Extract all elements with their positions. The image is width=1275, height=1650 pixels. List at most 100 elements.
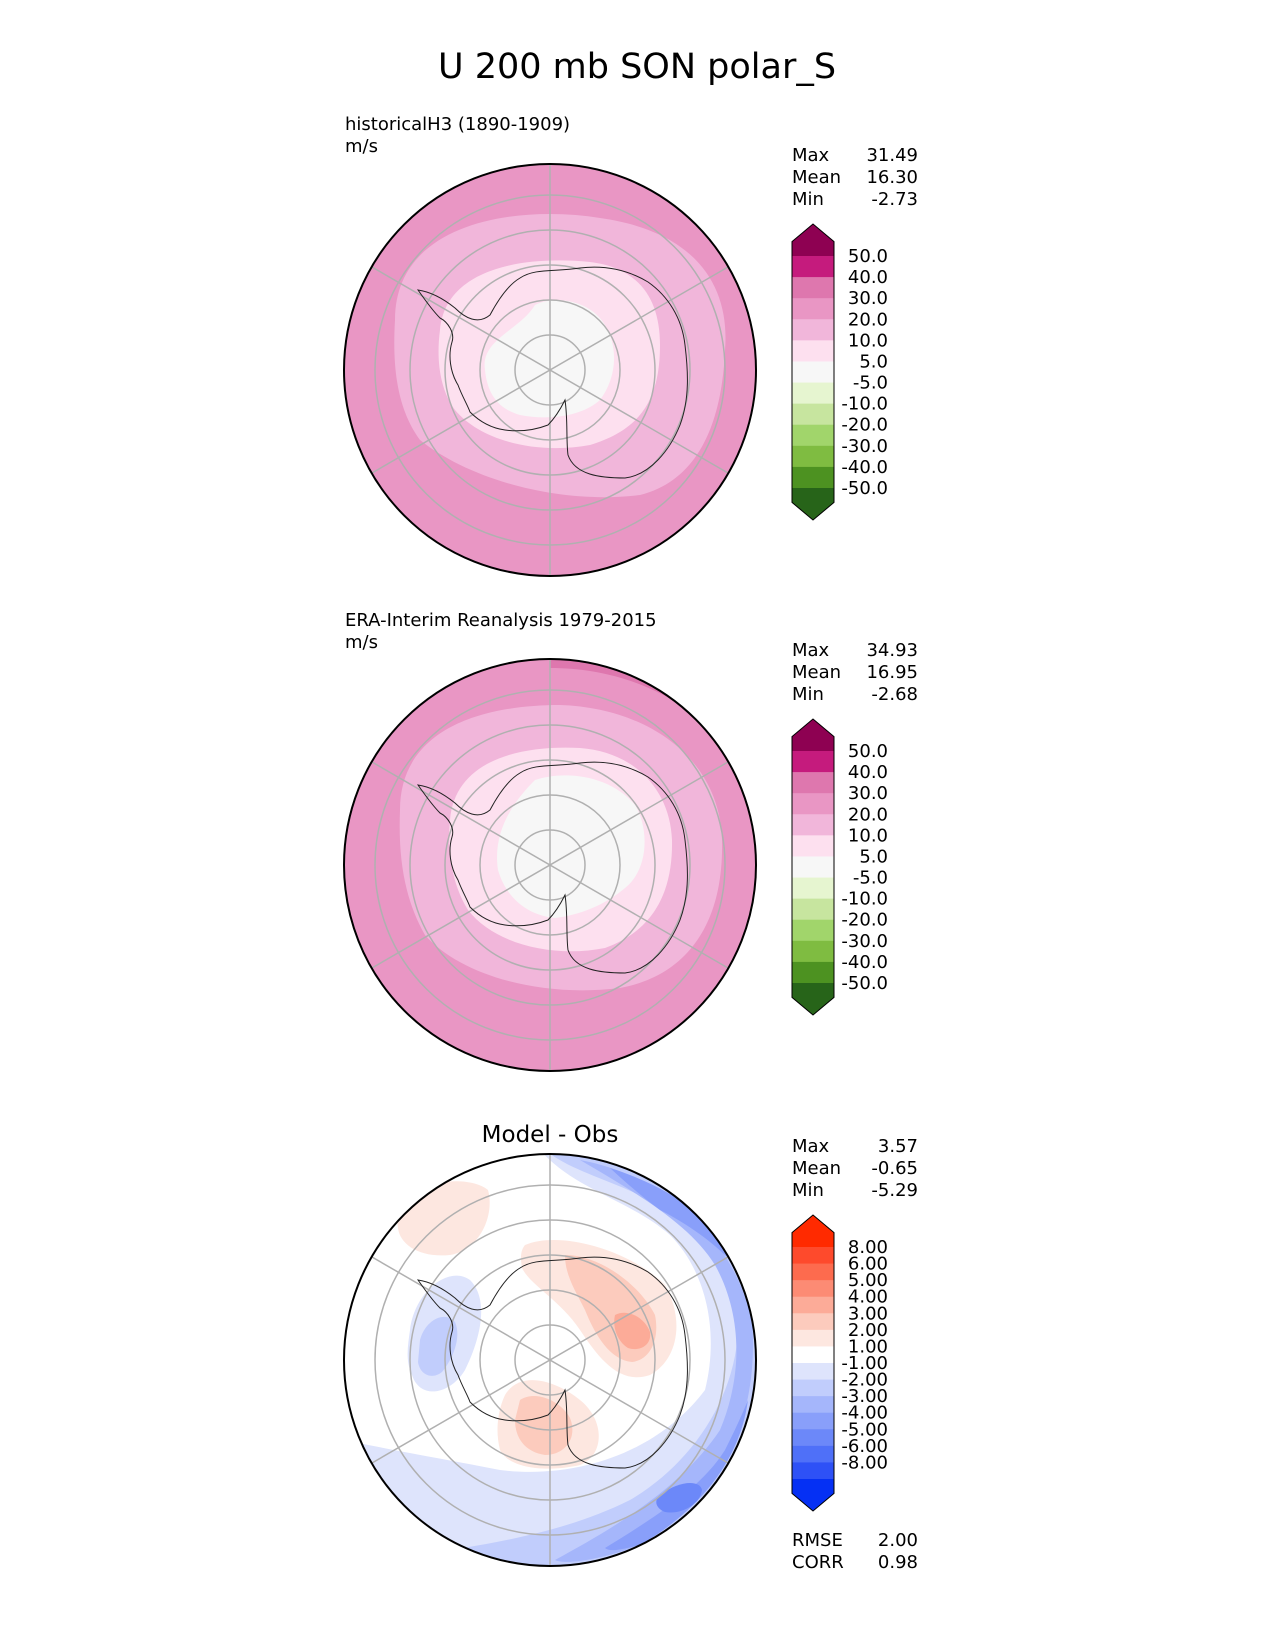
colorbar-tick-label: -20.0: [841, 415, 888, 436]
colorbar-tick-label: -30.0: [841, 931, 888, 952]
panel-obs-title: ERA-Interim Reanalysis 1979-2015: [345, 610, 657, 631]
colorbar-tick-label: -6.00: [841, 1436, 888, 1457]
colorbar-outline: [791, 223, 835, 521]
colorbar-swatch: [792, 1329, 834, 1348]
stat-min-value: -5.29: [871, 1180, 918, 1201]
colorbar-tick-label: 50.0: [848, 741, 888, 762]
stat-min-label: Min: [792, 1180, 824, 1201]
colorbar-swatch: [792, 898, 834, 921]
colorbar-extend-min: [792, 488, 834, 520]
colorbar-swatch: [792, 1379, 834, 1397]
panel-diff-title: Model - Obs: [482, 1122, 619, 1148]
panel-obs-frame: [343, 658, 757, 1072]
colorbar-tick-label: 10.0: [848, 330, 888, 351]
colorbar-swatch: [792, 1280, 834, 1298]
antarctica-coastline: [416, 266, 688, 479]
stat-max-label: Max: [792, 640, 830, 661]
colorbar-swatch: [792, 940, 834, 963]
panel-obs-colorbar: 50.040.030.020.010.05.0-5.0-10.0-20.0-30…: [791, 718, 888, 1016]
colorbar-swatch: [792, 319, 834, 341]
colorbar-tick-label: -50.0: [841, 973, 888, 994]
colorbar-outline: [791, 718, 835, 1016]
stat-mean-label: Mean: [792, 662, 841, 683]
metric-corr-value: 0.98: [878, 1552, 918, 1573]
stat-max-value: 3.57: [878, 1136, 918, 1157]
colorbar-tick-label: -20.0: [841, 910, 888, 931]
colorbar-swatch: [792, 298, 834, 320]
colorbar-swatch: [792, 919, 834, 942]
colorbar-tick-label: 10.0: [848, 825, 888, 846]
colorbar-swatch: [792, 445, 834, 468]
colorbar-outline: [791, 1214, 835, 1512]
colorbar-extend-min: [792, 1479, 834, 1511]
colorbar-tick-label: -1.00: [841, 1353, 888, 1374]
stat-mean-label: Mean: [792, 167, 841, 188]
colorbar-swatch: [792, 856, 834, 879]
colorbar-swatch: [792, 814, 834, 836]
colorbar-extend-max: [792, 1215, 834, 1247]
field-center-core: [497, 775, 645, 918]
field-neg-3: [555, 1160, 754, 1562]
stat-max-value: 31.49: [866, 145, 918, 166]
panel-diff-frame: [343, 1153, 757, 1567]
panel-obs: ERA-Interim Reanalysis 1979-2015 m/s Max…: [343, 610, 918, 1072]
colorbar-extend-min: [792, 983, 834, 1015]
panel-obs-units: m/s: [345, 632, 378, 653]
panel-model: historicalH3 (1890-1909) m/s Max 31.49 M…: [343, 114, 918, 577]
colorbar-tick-label: 1.00: [848, 1336, 888, 1357]
colorbar-swatch: [792, 340, 834, 363]
colorbar-swatch: [792, 1296, 834, 1314]
colorbar-extend-max: [792, 224, 834, 256]
colorbar-tick-label: 5.00: [848, 1270, 888, 1291]
panel-obs-grid: [371, 659, 729, 1071]
colorbar-tick-label: 20.0: [848, 804, 888, 825]
colorbar-extend-max: [792, 719, 834, 751]
colorbar-tick-label: 2.00: [848, 1320, 888, 1341]
stat-mean-value: 16.95: [866, 662, 918, 683]
colorbar-swatch: [792, 1462, 834, 1480]
panel-diff: Model - Obs: [343, 1122, 918, 1573]
colorbar-tick-label: -30.0: [841, 436, 888, 457]
panel-model-units: m/s: [345, 136, 378, 157]
antarctica-coastline: [416, 761, 688, 974]
colorbar-swatch: [792, 1346, 834, 1364]
colorbar-swatch: [792, 1313, 834, 1331]
stat-mean-label: Mean: [792, 1158, 841, 1179]
colorbar-swatch: [792, 361, 834, 384]
panel-diff-stats: Max 3.57 Mean -0.65 Min -5.29: [792, 1136, 918, 1201]
colorbar-tick-label: 20.0: [848, 309, 888, 330]
panel-diff-grid: [371, 1154, 729, 1566]
colorbar-swatch: [792, 466, 834, 489]
panel-obs-stats: Max 34.93 Mean 16.95 Min -2.68: [792, 640, 918, 705]
colorbar-tick-label: 30.0: [848, 288, 888, 309]
colorbar-swatch: [792, 961, 834, 984]
metric-rmse-label: RMSE: [792, 1530, 843, 1551]
colorbar-tick-label: -10.0: [841, 889, 888, 910]
panel-model-frame: [343, 163, 757, 577]
panel-model-colorbar: 50.040.030.020.010.05.0-5.0-10.0-20.0-30…: [791, 223, 888, 521]
colorbar-swatch: [792, 277, 834, 299]
colorbar-swatch: [792, 403, 834, 426]
colorbar-tick-label: -50.0: [841, 478, 888, 499]
colorbar-swatch: [792, 382, 834, 405]
colorbar-tick-label: 5.0: [859, 351, 888, 372]
panel-model-title: historicalH3 (1890-1909): [345, 114, 570, 135]
colorbar-swatch: [792, 1263, 834, 1281]
colorbar-tick-label: 30.0: [848, 783, 888, 804]
metric-corr-label: CORR: [792, 1552, 844, 1573]
colorbar-swatch: [792, 772, 834, 794]
colorbar-tick-label: -3.00: [841, 1386, 888, 1407]
colorbar-tick-label: 5.0: [859, 846, 888, 867]
stat-max-label: Max: [792, 1136, 830, 1157]
stat-max-value: 34.93: [866, 640, 918, 661]
field-pos-east-3: [614, 1312, 651, 1350]
colorbar-swatch: [792, 1363, 834, 1381]
panel-model-grid: [371, 164, 729, 576]
colorbar-tick-label: -5.0: [853, 868, 888, 889]
colorbar-swatch: [792, 1396, 834, 1414]
colorbar-tick-label: 8.00: [848, 1237, 888, 1258]
colorbar-swatch: [792, 424, 834, 447]
colorbar-tick-label: -5.00: [841, 1419, 888, 1440]
panel-obs-map: [344, 659, 756, 1071]
